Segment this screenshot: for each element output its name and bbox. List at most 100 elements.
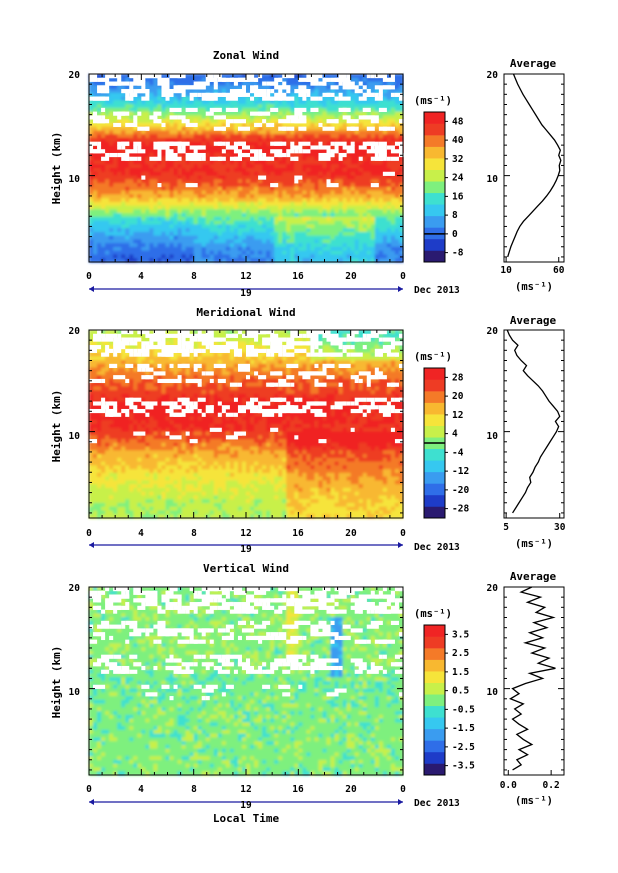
heatmap-cell — [237, 186, 243, 192]
heatmap-cell — [274, 160, 279, 165]
heatmap-cell — [89, 164, 94, 169]
heatmap-cell — [205, 149, 211, 154]
heatmap-cell — [189, 186, 195, 192]
heatmap-cell — [217, 111, 223, 116]
heatmap-cell — [286, 145, 291, 150]
heatmap-cell — [326, 186, 332, 192]
heatmap-cell — [398, 175, 404, 180]
heatmap-cell — [217, 228, 223, 233]
heatmap-cell — [254, 160, 259, 165]
heatmap-cell — [153, 149, 159, 154]
heatmap-cell — [129, 205, 134, 210]
heatmap-cell — [290, 85, 295, 90]
heatmap-cell — [382, 130, 388, 135]
heatmap-cell — [338, 333, 344, 339]
heatmap-cell — [205, 137, 211, 143]
heatmap-cell — [270, 220, 275, 225]
heatmap-cell — [117, 179, 122, 184]
average-profile-line — [507, 73, 562, 258]
heatmap-cell — [290, 137, 295, 143]
heatmap-cell — [322, 141, 328, 147]
heatmap-cell — [185, 92, 191, 98]
heatmap-cell — [370, 250, 376, 256]
heatmap-cell — [89, 100, 94, 105]
heatmap-cell — [338, 179, 344, 184]
heatmap-cell — [113, 239, 118, 244]
heatmap-cell — [294, 250, 299, 256]
heatmap-cell — [394, 111, 400, 116]
heatmap-cell — [237, 246, 243, 252]
heatmap-cell — [246, 239, 251, 244]
heatmap-cell — [125, 126, 130, 131]
heatmap-cell — [153, 134, 159, 139]
heatmap-cell — [354, 243, 360, 248]
heatmap-cell — [338, 228, 344, 233]
heatmap-cell — [213, 216, 219, 222]
heatmap-cell — [125, 235, 130, 241]
heatmap-cell — [386, 141, 392, 147]
heatmap-cell — [229, 175, 235, 180]
heatmap-cell — [378, 130, 384, 135]
heatmap-cell — [105, 220, 110, 225]
heatmap-cell — [378, 243, 384, 248]
heatmap-cell — [318, 171, 324, 177]
heatmap-cell — [229, 152, 235, 158]
heatmap-cell — [93, 92, 98, 98]
missing-data-cell — [378, 141, 387, 146]
missing-data-cell — [274, 77, 283, 82]
heatmap-cell — [306, 81, 312, 86]
heatmap-cell — [201, 186, 207, 192]
heatmap-cell — [105, 201, 110, 207]
heatmap-cell — [117, 160, 122, 165]
missing-data-cell — [153, 145, 166, 150]
heatmap-cell — [314, 160, 320, 165]
heatmap-cell — [366, 243, 372, 248]
heatmap-cell — [294, 183, 299, 188]
heatmap-cell — [258, 81, 263, 86]
colorbar-segment — [424, 238, 445, 251]
heatmap-cell — [286, 198, 291, 203]
missing-data-cell — [189, 92, 198, 97]
heatmap-cell — [113, 220, 118, 225]
heatmap-cell — [137, 175, 142, 180]
heatmap-cell — [217, 179, 223, 184]
heatmap-cell — [310, 92, 316, 98]
heatmap-cell — [93, 213, 98, 218]
heatmap-cell — [282, 137, 287, 143]
heatmap-cell — [185, 134, 191, 139]
heatmap-cell — [229, 100, 235, 105]
heatmap-cell — [294, 209, 299, 214]
heatmap-cell — [213, 254, 219, 259]
heatmap-cell — [113, 179, 118, 184]
heatmap-cell — [314, 134, 320, 139]
heatmap-cell — [258, 134, 263, 139]
heatmap-cell — [185, 175, 191, 180]
heatmap-cell — [314, 92, 320, 98]
heatmap-cell — [350, 213, 356, 218]
heatmap-cell — [241, 96, 247, 101]
heatmap-cell — [326, 164, 332, 169]
heatmap-cell — [97, 122, 102, 128]
heatmap-cell — [382, 111, 388, 116]
heatmap-cell — [157, 201, 163, 207]
avg-x-tick-high-zonal: 60 — [553, 265, 565, 276]
heatmap-cell — [213, 145, 219, 150]
heatmap-cell — [109, 258, 114, 263]
heatmap-cell — [177, 201, 183, 207]
missing-data-cell — [117, 115, 122, 120]
heatmap-cell — [113, 96, 118, 101]
heatmap-cell — [386, 186, 392, 192]
heatmap-cell — [221, 122, 227, 128]
heatmap-cell — [137, 179, 142, 184]
colorbar-tick-label: -8 — [452, 248, 464, 259]
heatmap-cell — [189, 137, 195, 143]
heatmap-cell — [145, 137, 150, 143]
missing-data-cell — [233, 149, 242, 154]
heatmap-cell — [161, 164, 167, 169]
heatmap-cell — [109, 341, 114, 346]
heatmap-cell — [169, 130, 175, 135]
heatmap-cell — [326, 122, 332, 128]
heatmap-cell — [133, 96, 138, 101]
heatmap-cell — [386, 246, 392, 252]
heatmap-cell — [121, 235, 126, 241]
